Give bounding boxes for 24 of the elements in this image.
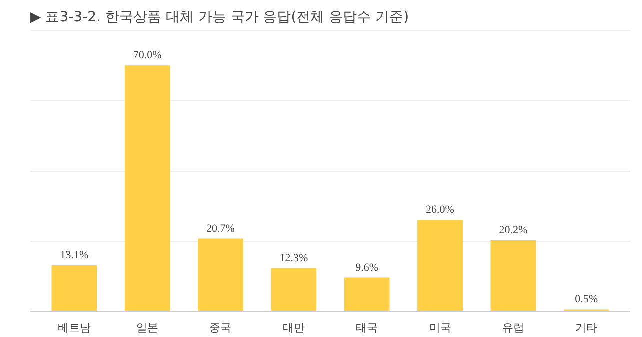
data-label: 70.0% [133, 50, 162, 62]
x-tick-label: 유럽 [502, 322, 524, 334]
bar [271, 268, 317, 312]
data-label: 13.1% [60, 249, 89, 262]
bar [124, 66, 170, 312]
data-label: 0.5% [575, 294, 598, 306]
x-tick-label: 일본 [136, 322, 159, 334]
x-tick-label: 중국 [210, 322, 232, 334]
bar [490, 240, 536, 312]
bar [52, 265, 98, 312]
data-label: 9.6% [356, 262, 379, 274]
x-tick-label: 기타 [576, 322, 598, 334]
bar [418, 220, 463, 312]
bar [198, 238, 244, 312]
data-label: 12.3% [280, 252, 308, 264]
x-tick-label: 대만 [282, 322, 305, 334]
data-label: 26.0% [426, 204, 454, 216]
data-label: 20.7% [206, 222, 235, 235]
x-tick-label: 태국 [356, 322, 378, 334]
x-tick-label: 미국 [429, 322, 452, 334]
bar [344, 278, 390, 312]
chart-title: ▶ 표3-3-2. 한국상품 대체 가능 국가 응답(전체 응답수 기준) [30, 10, 410, 26]
data-label: 20.2% [499, 224, 528, 237]
x-tick-label: 베트남 [58, 322, 91, 334]
